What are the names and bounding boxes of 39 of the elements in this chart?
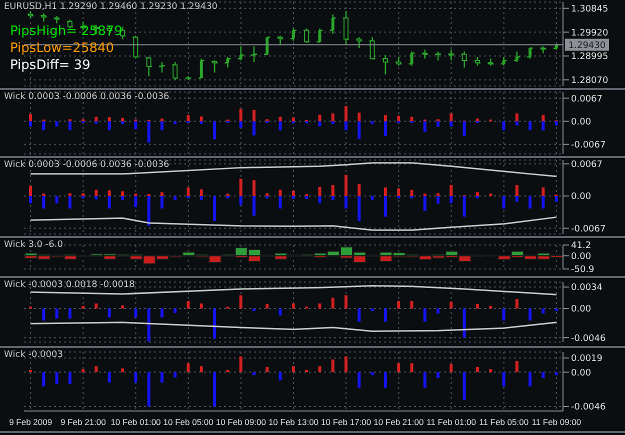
- y-tick-label: 0.00: [571, 192, 592, 202]
- x-tick-label: 9 Feb 2009: [9, 417, 52, 428]
- annotation: PipsLow=25840: [10, 41, 114, 56]
- chart-title: Wick 0.0003 -0.0006 0.0036 -0.0036: [4, 160, 170, 170]
- chart-title: Wick 0.0003 -0.0006 0.0036 -0.0036: [4, 92, 170, 102]
- x-tick-label: 9 Feb 21:00: [60, 417, 106, 428]
- chart-title: Wick -0.0003 0.0018 -0.0018: [4, 280, 135, 290]
- y-tick-label: 1.28070: [571, 76, 608, 86]
- y-tick-label: -0.0067: [571, 224, 606, 234]
- y-tick-label: 0.0019: [571, 354, 603, 364]
- chart-title: EURUSD,H1 1.29290 1.29460 1.29230 1.29430: [4, 2, 218, 12]
- y-tick-label: 0.00: [571, 304, 592, 315]
- y-tick-label: 1.30845: [571, 4, 608, 15]
- x-tick-label: 11 Feb 09:00: [532, 417, 582, 428]
- y-tick-label: 41.2: [571, 241, 592, 252]
- x-tick-label: 11 Feb 05:00: [479, 417, 529, 428]
- y-tick-label: 0.00: [571, 252, 592, 262]
- x-tick-label: 10 Feb 21:00: [374, 417, 424, 428]
- chart-title: Wick -0.0003: [4, 350, 63, 360]
- y-tick-label: 0.0034: [571, 283, 603, 294]
- y-tick-label: 0.0067: [571, 94, 602, 104]
- y-tick-label: 0.00: [571, 368, 592, 378]
- x-tick-label: 10 Feb 13:00: [268, 417, 319, 428]
- chart-title: Wick 3.0 -6.0: [4, 240, 63, 250]
- annotation: PipsDiff= 39: [10, 58, 90, 73]
- y-tick-label: 0.0067: [571, 160, 602, 170]
- y-tick-label: 0.00: [571, 117, 592, 128]
- y-tick-label: -0.0046: [571, 402, 606, 413]
- y-tick-label: 1.29920: [571, 28, 608, 38]
- y-tick-label: -0.0067: [571, 140, 606, 151]
- ref-line-label: 1.29430: [568, 40, 606, 51]
- y-tick-label: -0.0046: [571, 334, 606, 344]
- x-tick-label: 10 Feb 09:00: [216, 417, 266, 428]
- x-tick-label: 11 Feb 01:00: [426, 417, 476, 428]
- y-tick-label: 1.28995: [571, 52, 608, 62]
- x-tick-label: 10 Feb 05:00: [163, 417, 214, 428]
- y-tick-label: -50.9: [571, 265, 595, 276]
- x-tick-label: 10 Feb 01:00: [110, 417, 162, 428]
- x-tick-label: 10 Feb 17:00: [321, 417, 372, 428]
